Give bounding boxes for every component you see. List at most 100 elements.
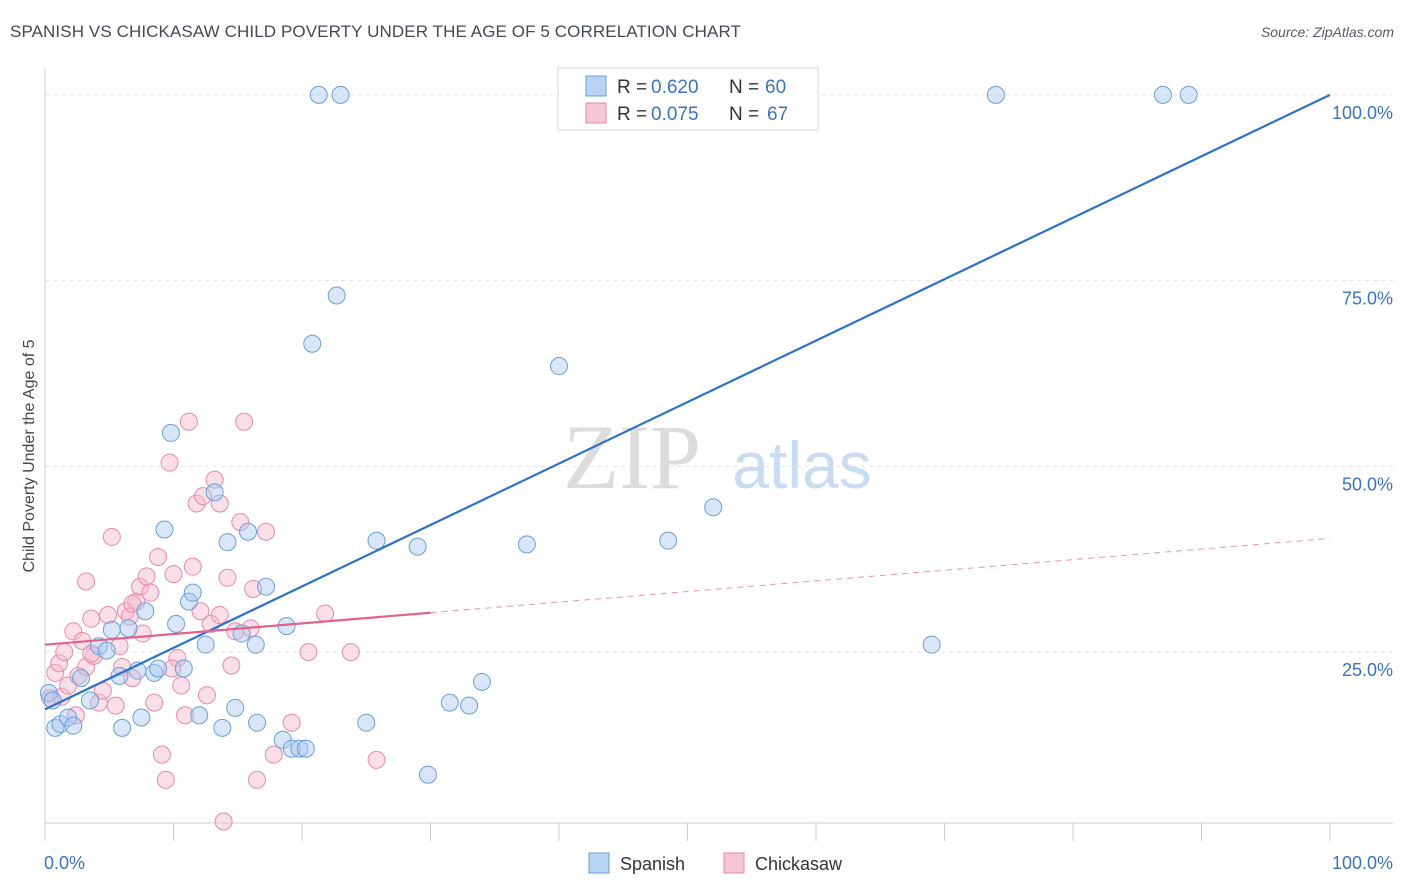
chickasaw-point	[218, 568, 237, 587]
chickasaw-point	[55, 643, 74, 662]
spanish-point	[64, 716, 83, 735]
chickasaw-point	[156, 770, 175, 789]
chickasaw-point	[299, 643, 318, 662]
legend-n-value-spanish: 60	[765, 77, 786, 98]
chickasaw-point	[197, 686, 216, 705]
chickasaw-point	[82, 609, 101, 628]
spanish-point	[196, 635, 215, 654]
spanish-point	[327, 286, 346, 305]
spanish-point	[119, 619, 138, 638]
chickasaw-point	[214, 812, 233, 831]
spanish-trend-line	[44, 93, 1331, 711]
spanish-point	[290, 739, 309, 758]
chickasaw-point	[248, 770, 267, 789]
spanish-point	[357, 713, 376, 732]
chickasaw-point	[106, 696, 125, 715]
spanish-point	[1179, 85, 1198, 104]
y-tick-label: 75.0%	[1342, 289, 1393, 309]
chickasaw-point	[98, 605, 117, 624]
chickasaw-point	[341, 643, 360, 662]
y-tick-label: 100.0%	[1332, 103, 1393, 123]
legend-n-value-chickasaw: 67	[767, 104, 788, 125]
spanish-point	[239, 522, 258, 541]
spanish-point	[167, 614, 186, 633]
chickasaw-point	[187, 494, 206, 513]
spanish-point	[205, 483, 224, 502]
legend-r-value-spanish: 0.620	[651, 77, 699, 98]
chickasaw-trend-line	[44, 611, 431, 646]
x-tick-label: 0.0%	[44, 853, 85, 873]
chickasaw-point	[172, 676, 191, 695]
legend-swatch-chickasaw	[585, 102, 607, 124]
chickasaw-points	[41, 412, 386, 831]
chickasaw-point	[205, 470, 224, 489]
spanish-point	[174, 659, 193, 678]
spanish-point	[331, 85, 350, 104]
spanish-point	[472, 672, 491, 691]
spanish-point	[246, 635, 265, 654]
spanish-point	[97, 641, 116, 660]
spanish-point	[161, 423, 180, 442]
chickasaw-point	[264, 745, 283, 764]
grid-layer	[45, 94, 1393, 653]
chickasaw-point	[210, 494, 229, 513]
spanish-point	[155, 520, 174, 539]
spanish-point	[71, 669, 90, 688]
spanish-point	[517, 535, 536, 554]
spanish-point	[248, 713, 267, 732]
chickasaw-point	[168, 649, 187, 668]
trend-lines	[44, 93, 1331, 711]
chickasaw-point	[77, 572, 96, 591]
legend-r-label-chickasaw: R =	[617, 104, 647, 125]
bottom-legend-label-chickasaw: Chickasaw	[755, 854, 843, 874]
watermark-atlas: atlas	[732, 428, 871, 502]
chickasaw-point	[257, 522, 276, 541]
chickasaw-trend-extension	[430, 537, 1331, 614]
spanish-point	[183, 583, 202, 602]
legend-swatch-spanish	[585, 75, 607, 97]
spanish-point	[550, 357, 568, 376]
chickasaw-point	[145, 693, 164, 712]
chickasaw-point	[282, 713, 301, 732]
chart-title: SPANISH VS CHICKASAW CHILD POVERTY UNDER…	[10, 22, 742, 41]
spanish-point	[296, 739, 315, 758]
chickasaw-point	[367, 750, 386, 769]
watermark: ZIP atlas	[563, 406, 872, 508]
y-tick-labels: 25.0% 50.0% 75.0% 100.0%	[1332, 103, 1393, 680]
spanish-point	[1153, 85, 1172, 104]
spanish-point	[282, 739, 301, 758]
spanish-point	[460, 696, 479, 715]
spanish-point	[113, 718, 132, 737]
spanish-point	[179, 592, 198, 611]
chickasaw-point	[191, 602, 210, 621]
chickasaw-point	[137, 567, 156, 586]
spanish-point	[102, 620, 121, 639]
spanish-point	[51, 715, 70, 734]
series-legend: Spanish Chickasaw	[588, 852, 843, 874]
chickasaw-point	[176, 706, 195, 725]
spanish-point	[418, 765, 437, 784]
spanish-point	[659, 531, 678, 550]
bottom-legend-label-spanish: Spanish	[620, 854, 685, 874]
legend-n-label-chickasaw: N =	[729, 104, 759, 125]
chickasaw-point	[210, 605, 229, 624]
source-label: Source: ZipAtlas.com	[1260, 24, 1394, 40]
spanish-point	[136, 602, 155, 621]
spanish-point	[218, 533, 237, 552]
chickasaw-point	[231, 513, 250, 532]
chickasaw-point	[131, 577, 150, 596]
bottom-legend-swatch-chickasaw	[723, 852, 745, 874]
spanish-point	[149, 659, 168, 678]
chickasaw-point	[149, 548, 168, 567]
chickasaw-point	[235, 412, 254, 431]
chickasaw-point	[164, 565, 183, 584]
spanish-points	[39, 85, 1198, 784]
spanish-point	[190, 706, 209, 725]
chickasaw-point	[152, 745, 171, 764]
x-tick-labels: 0.0% 100.0%	[44, 853, 1393, 873]
legend-n-label-spanish: N =	[729, 77, 759, 98]
spanish-point	[408, 537, 427, 556]
spanish-point	[257, 577, 276, 596]
chickasaw-point	[179, 412, 198, 431]
